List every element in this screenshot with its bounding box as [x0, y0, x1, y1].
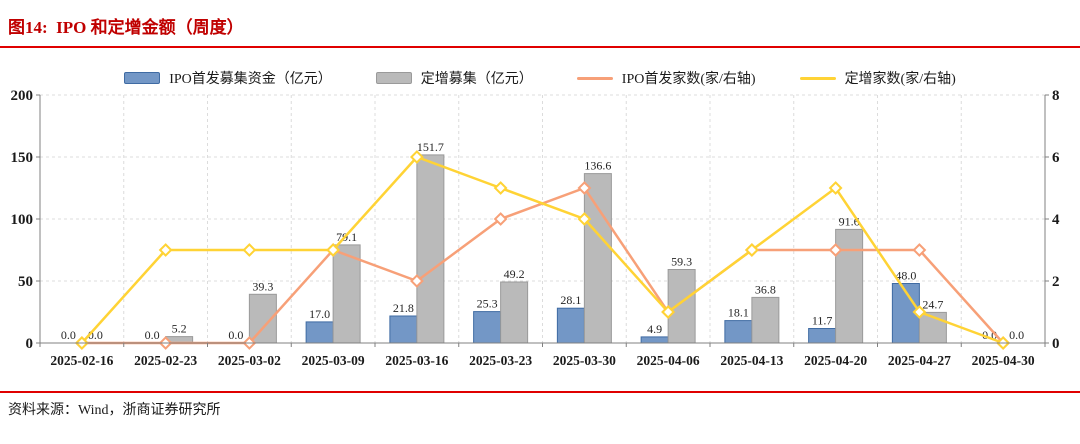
legend-item-dz-amount: 定增募集（亿元） [375, 68, 533, 88]
svg-text:39.3: 39.3 [252, 279, 273, 293]
svg-text:2025-04-27: 2025-04-27 [888, 353, 951, 368]
svg-text:100: 100 [11, 212, 34, 228]
legend-swatch-ipo-line [576, 76, 613, 80]
source-note: 资料来源：Wind，浙商证券研究所 [8, 403, 221, 418]
svg-text:50: 50 [18, 274, 33, 290]
svg-text:151.7: 151.7 [417, 140, 444, 154]
legend-item-ipo-amount: IPO首发募集资金（亿元） [124, 68, 332, 88]
svg-text:2025-02-23: 2025-02-23 [134, 353, 197, 368]
figure-title: 图14: IPO 和定增金额（周度） [8, 18, 244, 37]
svg-text:59.3: 59.3 [671, 255, 692, 269]
svg-text:150: 150 [11, 150, 34, 166]
svg-text:18.1: 18.1 [728, 306, 749, 320]
svg-text:200: 200 [11, 88, 34, 104]
svg-text:0.0: 0.0 [61, 328, 76, 342]
svg-text:17.0: 17.0 [309, 307, 330, 321]
svg-text:0.0: 0.0 [228, 328, 243, 342]
gridlines [40, 94, 1045, 343]
source-divider [0, 391, 1080, 393]
svg-text:4: 4 [1052, 212, 1060, 228]
legend-label-ipo-amount: IPO首发募集资金（亿元） [169, 72, 332, 87]
svg-text:0: 0 [26, 336, 34, 352]
line-series-1 [80, 155, 1004, 345]
svg-text:2025-04-30: 2025-04-30 [972, 353, 1035, 368]
svg-text:0: 0 [1052, 336, 1060, 352]
svg-text:6: 6 [1052, 150, 1060, 166]
svg-text:2025-04-20: 2025-04-20 [804, 353, 867, 368]
svg-text:2025-03-30: 2025-03-30 [553, 353, 616, 368]
legend-swatch-ipo-bar [124, 72, 161, 84]
legend-swatch-dz-bar [375, 72, 412, 84]
svg-text:2025-04-13: 2025-04-13 [720, 353, 783, 368]
legend-item-dz-count: 定增家数(家/右轴) [799, 68, 956, 88]
title-underline [0, 46, 1080, 48]
axes: 0 50 100 150 200 0 2 4 6 8 [11, 88, 1061, 352]
svg-text:2025-02-16: 2025-02-16 [50, 353, 113, 368]
svg-text:36.8: 36.8 [755, 282, 776, 296]
svg-text:0.0: 0.0 [1009, 328, 1024, 342]
svg-text:25.3: 25.3 [477, 297, 498, 311]
svg-text:0.0: 0.0 [145, 328, 160, 342]
svg-text:11.7: 11.7 [812, 314, 833, 328]
svg-text:91.6: 91.6 [839, 214, 860, 228]
svg-text:8: 8 [1052, 88, 1060, 104]
svg-text:21.8: 21.8 [393, 301, 414, 315]
legend-label-dz-count: 定增家数(家/右轴) [844, 72, 956, 87]
legend-label-dz-amount: 定增募集（亿元） [420, 72, 533, 87]
svg-text:49.2: 49.2 [504, 267, 525, 281]
svg-text:2: 2 [1052, 274, 1060, 290]
svg-text:2025-03-16: 2025-03-16 [385, 353, 448, 368]
chart-legend: IPO首发募集资金（亿元） 定增募集（亿元） IPO首发家数(家/右轴) 定增家… [45, 68, 1035, 88]
legend-item-ipo-count: IPO首发家数(家/右轴) [576, 68, 756, 88]
legend-label-ipo-count: IPO首发家数(家/右轴) [621, 72, 756, 87]
bar-series-1: 0.0 5.239.379.1151.749.2136.659.336.891.6… [88, 140, 1024, 344]
svg-text:2025-03-23: 2025-03-23 [469, 353, 532, 368]
svg-text:48.0: 48.0 [895, 269, 916, 283]
svg-text:4.9: 4.9 [647, 322, 662, 336]
svg-text:24.7: 24.7 [922, 297, 943, 311]
svg-text:2025-04-06: 2025-04-06 [637, 353, 700, 368]
combo-bar-line-chart: 0.0 0.0 0.0 17.0 21.8 25.3 28.1 4.9 18.1 11.7 48.0… [11, 88, 1061, 368]
svg-text:2025-03-02: 2025-03-02 [218, 353, 281, 368]
svg-text:136.6: 136.6 [584, 159, 611, 173]
x-axis-labels: 2025-02-16 2025-02-23 2025-03-02 2025-03-09… [50, 353, 1034, 368]
svg-text:28.1: 28.1 [560, 293, 581, 307]
legend-swatch-dz-line [799, 76, 836, 80]
svg-text:5.2: 5.2 [172, 322, 187, 336]
svg-text:2025-03-09: 2025-03-09 [302, 353, 365, 368]
line-markers-1 [74, 150, 1011, 350]
